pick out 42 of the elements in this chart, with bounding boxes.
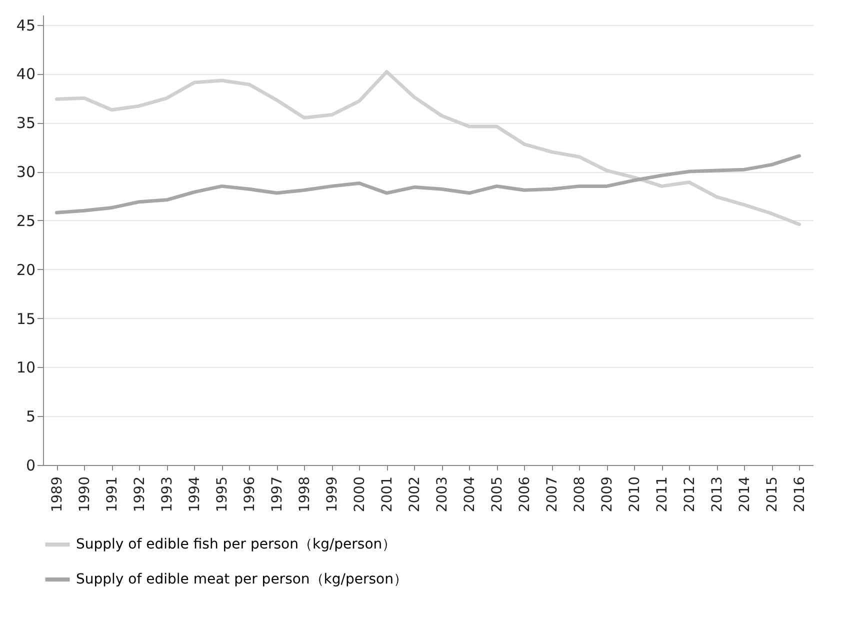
x-tick-label: 1998 xyxy=(296,476,313,512)
legend-label: Supply of edible meat per person（kg/person） xyxy=(76,572,408,588)
y-tick-label: 5 xyxy=(26,408,36,426)
x-tick-label: 1995 xyxy=(214,476,230,512)
x-tick-label: 1999 xyxy=(324,476,340,512)
x-tick-label: 1994 xyxy=(186,476,203,512)
x-tick-label: 2001 xyxy=(379,476,396,512)
x-tick-label: 2015 xyxy=(764,476,780,512)
x-tick-label: 1996 xyxy=(242,476,258,512)
legend-label: Supply of edible fish per person（kg/person） xyxy=(76,536,396,552)
x-tick-label: 2012 xyxy=(682,476,698,512)
x-tick-label: 2006 xyxy=(516,476,533,512)
line-series xyxy=(55,154,801,214)
y-tick-label: 30 xyxy=(16,163,36,182)
x-tick-label: 1997 xyxy=(269,476,286,512)
y-tick-label: 35 xyxy=(16,114,36,132)
x-tick-label: 2007 xyxy=(544,476,560,512)
line-series xyxy=(55,70,801,226)
y-tick-label: 10 xyxy=(16,358,36,377)
x-tick-label: 1992 xyxy=(132,476,148,512)
x-tick-label: 2014 xyxy=(736,476,753,512)
x-tick-label: 2009 xyxy=(599,476,616,512)
x-tick-label: 1993 xyxy=(159,476,176,512)
x-tick-label: 1989 xyxy=(49,476,66,512)
x-tick-label: 2010 xyxy=(626,476,643,512)
y-tick-label: 15 xyxy=(16,310,36,328)
x-tick-label: 2005 xyxy=(489,476,506,512)
x-tick-label: 2000 xyxy=(352,476,368,512)
x-tick-label: 2002 xyxy=(406,476,423,512)
y-tick-label: 0 xyxy=(26,456,36,474)
x-tick-label: 1991 xyxy=(104,476,120,512)
x-tick-label: 2004 xyxy=(462,476,478,512)
x-tick-label: 2016 xyxy=(792,476,808,512)
y-tick-label: 40 xyxy=(16,65,36,84)
x-tick-label: 2011 xyxy=(654,476,670,512)
x-tick-label: 2003 xyxy=(434,476,450,512)
x-tick-label: 1990 xyxy=(76,476,93,512)
x-tick-label: 2008 xyxy=(572,476,588,512)
y-tick-label: 20 xyxy=(16,260,36,279)
y-tick-label: 25 xyxy=(16,212,36,230)
y-tick-label: 45 xyxy=(16,16,36,34)
x-tick-label: 2013 xyxy=(709,476,726,512)
